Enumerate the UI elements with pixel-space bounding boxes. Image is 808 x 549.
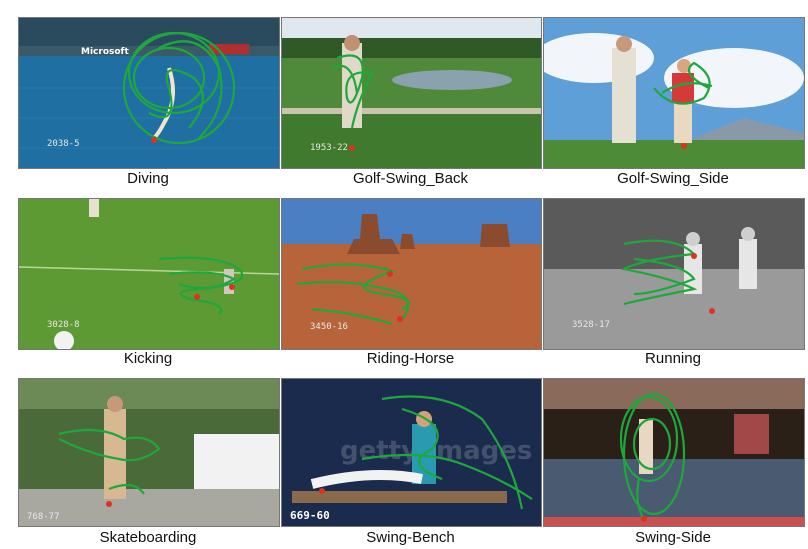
caption-skateboarding: Skateboarding [99,529,197,546]
panel-golf-swing-back-image: 1953-22 [281,17,542,169]
caption-golf-swing-side: Golf-Swing_Side [617,170,729,187]
caption-riding-horse: Riding-Horse [366,350,455,367]
diving-banner-text: Microsoft [81,47,129,57]
panel-golf-swing-side-image [543,17,805,169]
caption-swing-bench: Swing-Bench [366,529,455,546]
diving-stamp: 2038-5 [47,139,80,149]
panel-swing-bench-image: getty images 669-60 [281,378,542,527]
caption-kicking: Kicking [123,350,173,367]
caption-diving: Diving [127,170,169,187]
panel-swing-side-image [543,378,805,527]
panel-riding-horse-image: 3450-16 [281,198,542,350]
running-stamp: 3528-17 [572,320,610,330]
panel-skateboarding-image: 768-77 [18,378,280,527]
caption-running: Running [645,350,701,367]
swing-bench-stamp: 669-60 [290,509,330,522]
caption-swing-side: Swing-Side [635,529,711,546]
panel-diving-image: Microsoft 2038-5 [18,17,280,169]
skateboarding-stamp: 768-77 [27,512,60,522]
caption-golf-swing-back: Golf-Swing_Back [352,170,469,187]
golf-back-stamp: 1953-22 [310,143,348,153]
kicking-stamp: 3028-8 [47,320,80,330]
panel-kicking-image: 3028-8 [18,198,280,350]
panel-running-image: 3528-17 [543,198,805,350]
riding-horse-stamp: 3450-16 [310,322,348,332]
